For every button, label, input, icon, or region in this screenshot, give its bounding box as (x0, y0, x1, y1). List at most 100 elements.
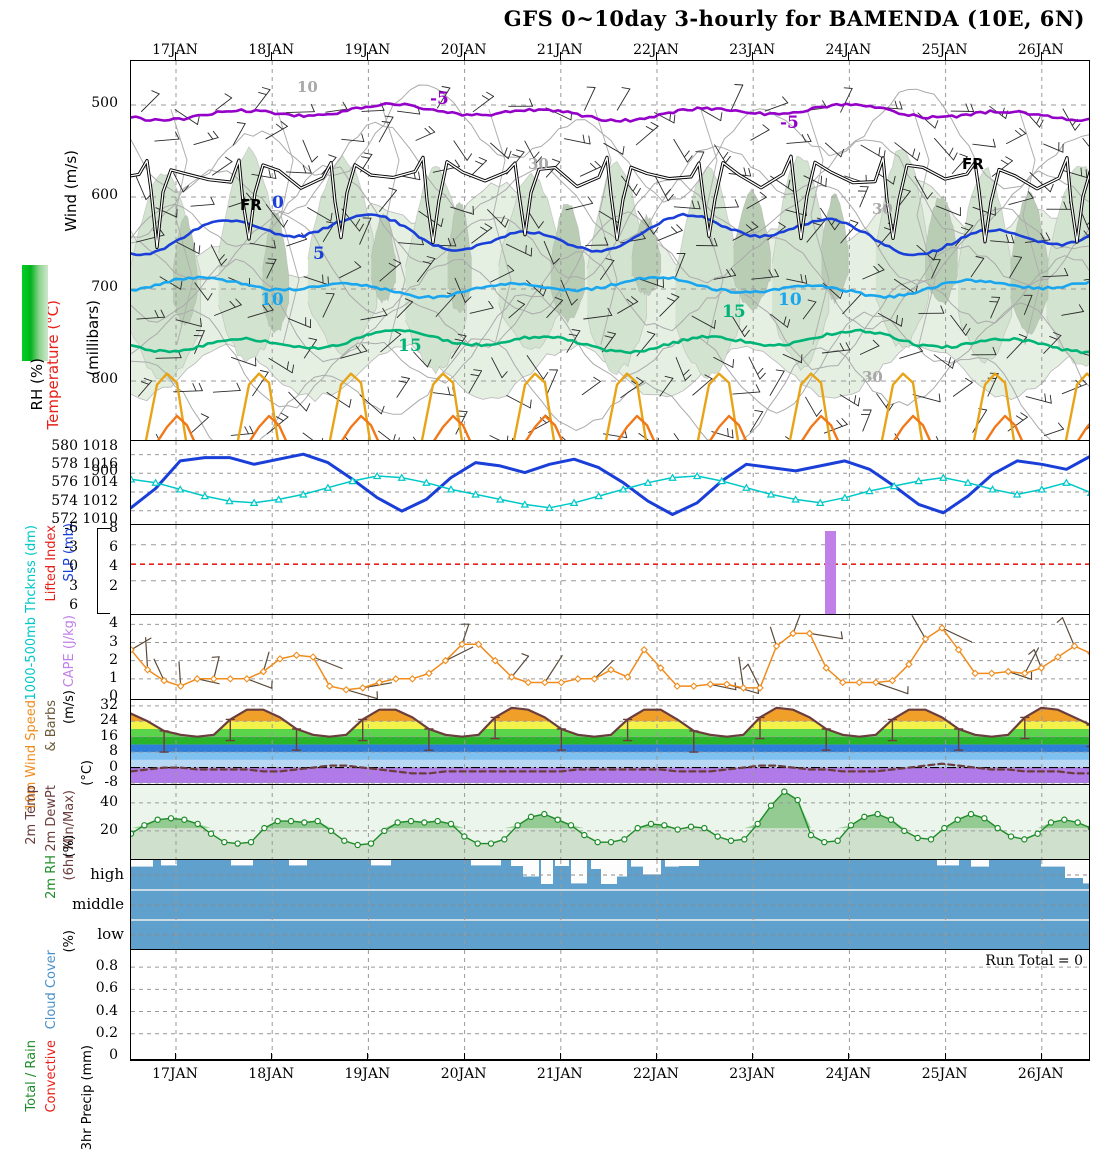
tick-mark-bottom-0 (175, 1053, 176, 1061)
thk-ytick-572: 572 (51, 510, 78, 527)
isotherm-label-0: -5 (430, 89, 449, 109)
isotherm-label-1: -5 (780, 113, 799, 133)
upper-rh-label: RH (%) (28, 358, 46, 411)
cape-ytick-4: 4 (109, 558, 118, 575)
rh2m-ytick-20: 20 (100, 821, 118, 838)
thk-ytick-576: 576 (51, 474, 78, 491)
slp-ytick-1018: 1018 (82, 437, 118, 454)
tick-mark-bottom-6 (752, 1053, 754, 1061)
tick-mark-top-9 (1040, 52, 1042, 60)
rh2m-units-label: (%) (62, 835, 77, 858)
slp-thickness-panel (130, 440, 1090, 525)
tick-mark-bottom-7 (848, 1053, 850, 1061)
rh-contour-label-2: 30 (872, 200, 893, 218)
cape-panel (130, 525, 1090, 615)
rh-contour-label-3: 30 (862, 368, 883, 386)
wind-ytick-3: 3 (109, 633, 118, 650)
cloud-row-label-low: low (97, 925, 124, 943)
li-ytick-m3: -3 (64, 538, 78, 555)
date-tick-top-26JAN: 26JAN (1017, 42, 1064, 58)
cloud-units-label: (%) (62, 930, 77, 953)
wind-speed-panel (130, 615, 1090, 700)
tick-mark-bottom-8 (944, 1053, 946, 1061)
run-total-label: Run Total = 0 (985, 953, 1083, 969)
thk-ytick-574: 574 (51, 492, 78, 509)
upper-ytick-900: 900 (91, 463, 118, 479)
temp-ytick-8: 8 (109, 743, 118, 760)
date-tick-bottom-21JAN: 21JAN (536, 1066, 583, 1082)
tick-mark-top-3 (463, 52, 465, 60)
cape-ytick-6: 6 (109, 538, 118, 555)
tick-mark-top-6 (752, 52, 754, 60)
precip-ytick-0.4: 0.4 (95, 1002, 118, 1019)
li-ytick-6: 6 (69, 597, 78, 613)
cloud-row-label-high: high (90, 865, 124, 883)
tick-mark-bottom-4 (559, 1053, 561, 1061)
slp-ytick-1012: 1012 (82, 492, 118, 509)
slp-ytick-1014: 1014 (82, 474, 118, 491)
precip-panel: Run Total = 0 (130, 950, 1090, 1060)
tick-mark-bottom-3 (463, 1053, 465, 1061)
date-tick-top-23JAN: 23JAN (729, 42, 776, 58)
isotherm-label-4: 10 (260, 290, 284, 310)
temp-ytick-32: 32 (100, 696, 118, 713)
rh2m-ytick-40: 40 (100, 793, 118, 810)
temp-units-label: (°C) (80, 760, 95, 786)
li-ytick-m6: -6 (64, 519, 78, 536)
temp-ytick-16: 16 (100, 727, 118, 744)
upper-units-label: (millibars) (84, 300, 102, 376)
date-tick-top-22JAN: 22JAN (633, 42, 679, 58)
thk-ytick-578: 578 (51, 456, 78, 473)
date-tick-bottom-23JAN: 23JAN (729, 1066, 776, 1082)
li-ytick-3: 3 (69, 577, 78, 594)
date-tick-top-25JAN: 25JAN (921, 42, 968, 58)
upper-wind-label: Wind (m/s) (62, 150, 80, 232)
tick-mark-top-1 (271, 52, 273, 60)
date-tick-bottom-20JAN: 20JAN (440, 1066, 487, 1082)
precip-ytick-0.8: 0.8 (95, 958, 118, 975)
upper-ytick-700: 700 (91, 279, 118, 295)
slp-ytick-1010: 1010 (82, 510, 118, 527)
cape-ytick-2: 2 (109, 577, 118, 594)
rh-colorbar (22, 265, 48, 361)
date-tick-bottom-26JAN: 26JAN (1017, 1066, 1064, 1082)
date-tick-top-24JAN: 24JAN (825, 42, 872, 58)
thk-ytick-580: 580 (51, 437, 78, 454)
date-tick-top-17JAN: 17JAN (152, 42, 198, 58)
precip-ytick-0.6: 0.6 (95, 980, 118, 997)
rh-contour-label-1: 30 (528, 155, 549, 173)
wind-ytick-2: 2 (109, 651, 118, 668)
wind-ytick-1: 1 (109, 669, 118, 686)
li-ytick-0: 0 (69, 558, 78, 575)
lifted-index-axis-label: Lifted Index (44, 525, 59, 602)
tick-mark-bottom-1 (271, 1053, 273, 1061)
isotherm-label-7: 15 (722, 302, 746, 322)
precip-ytick-0: 0 (109, 1047, 118, 1063)
cape-ytick-8: 8 (109, 519, 118, 536)
date-tick-bottom-25JAN: 25JAN (921, 1066, 968, 1082)
freezing-level-label-1: FR (240, 196, 262, 214)
date-tick-bottom-19JAN: 19JAN (344, 1066, 391, 1082)
tick-mark-top-0 (175, 52, 176, 60)
rh-contour-label-0: 10 (297, 78, 318, 96)
date-tick-top-21JAN: 21JAN (536, 42, 583, 58)
date-tick-bottom-18JAN: 18JAN (248, 1066, 295, 1082)
tick-mark-top-4 (559, 52, 561, 60)
tick-mark-top-8 (944, 52, 946, 60)
date-tick-top-19JAN: 19JAN (344, 42, 391, 58)
upper-ytick-800: 800 (91, 371, 118, 387)
upper-ytick-500: 500 (91, 95, 118, 111)
date-tick-top-20JAN: 20JAN (440, 42, 487, 58)
date-tick-bottom-22JAN: 22JAN (633, 1066, 679, 1082)
temperature-panel (130, 700, 1090, 785)
isotherm-label-5: 10 (778, 290, 802, 310)
lifted-index-bracket (97, 528, 110, 614)
tick-mark-top-7 (848, 52, 850, 60)
freezing-level-label-2: FR (962, 155, 984, 173)
date-tick-bottom-24JAN: 24JAN (825, 1066, 872, 1082)
wind-ytick-0: 0 (109, 688, 118, 704)
temp-ytick-0: 0 (109, 758, 118, 775)
date-tick-top-18JAN: 18JAN (248, 42, 295, 58)
rh-panel (130, 785, 1090, 860)
temp-ytick-m8: -8 (104, 774, 118, 790)
